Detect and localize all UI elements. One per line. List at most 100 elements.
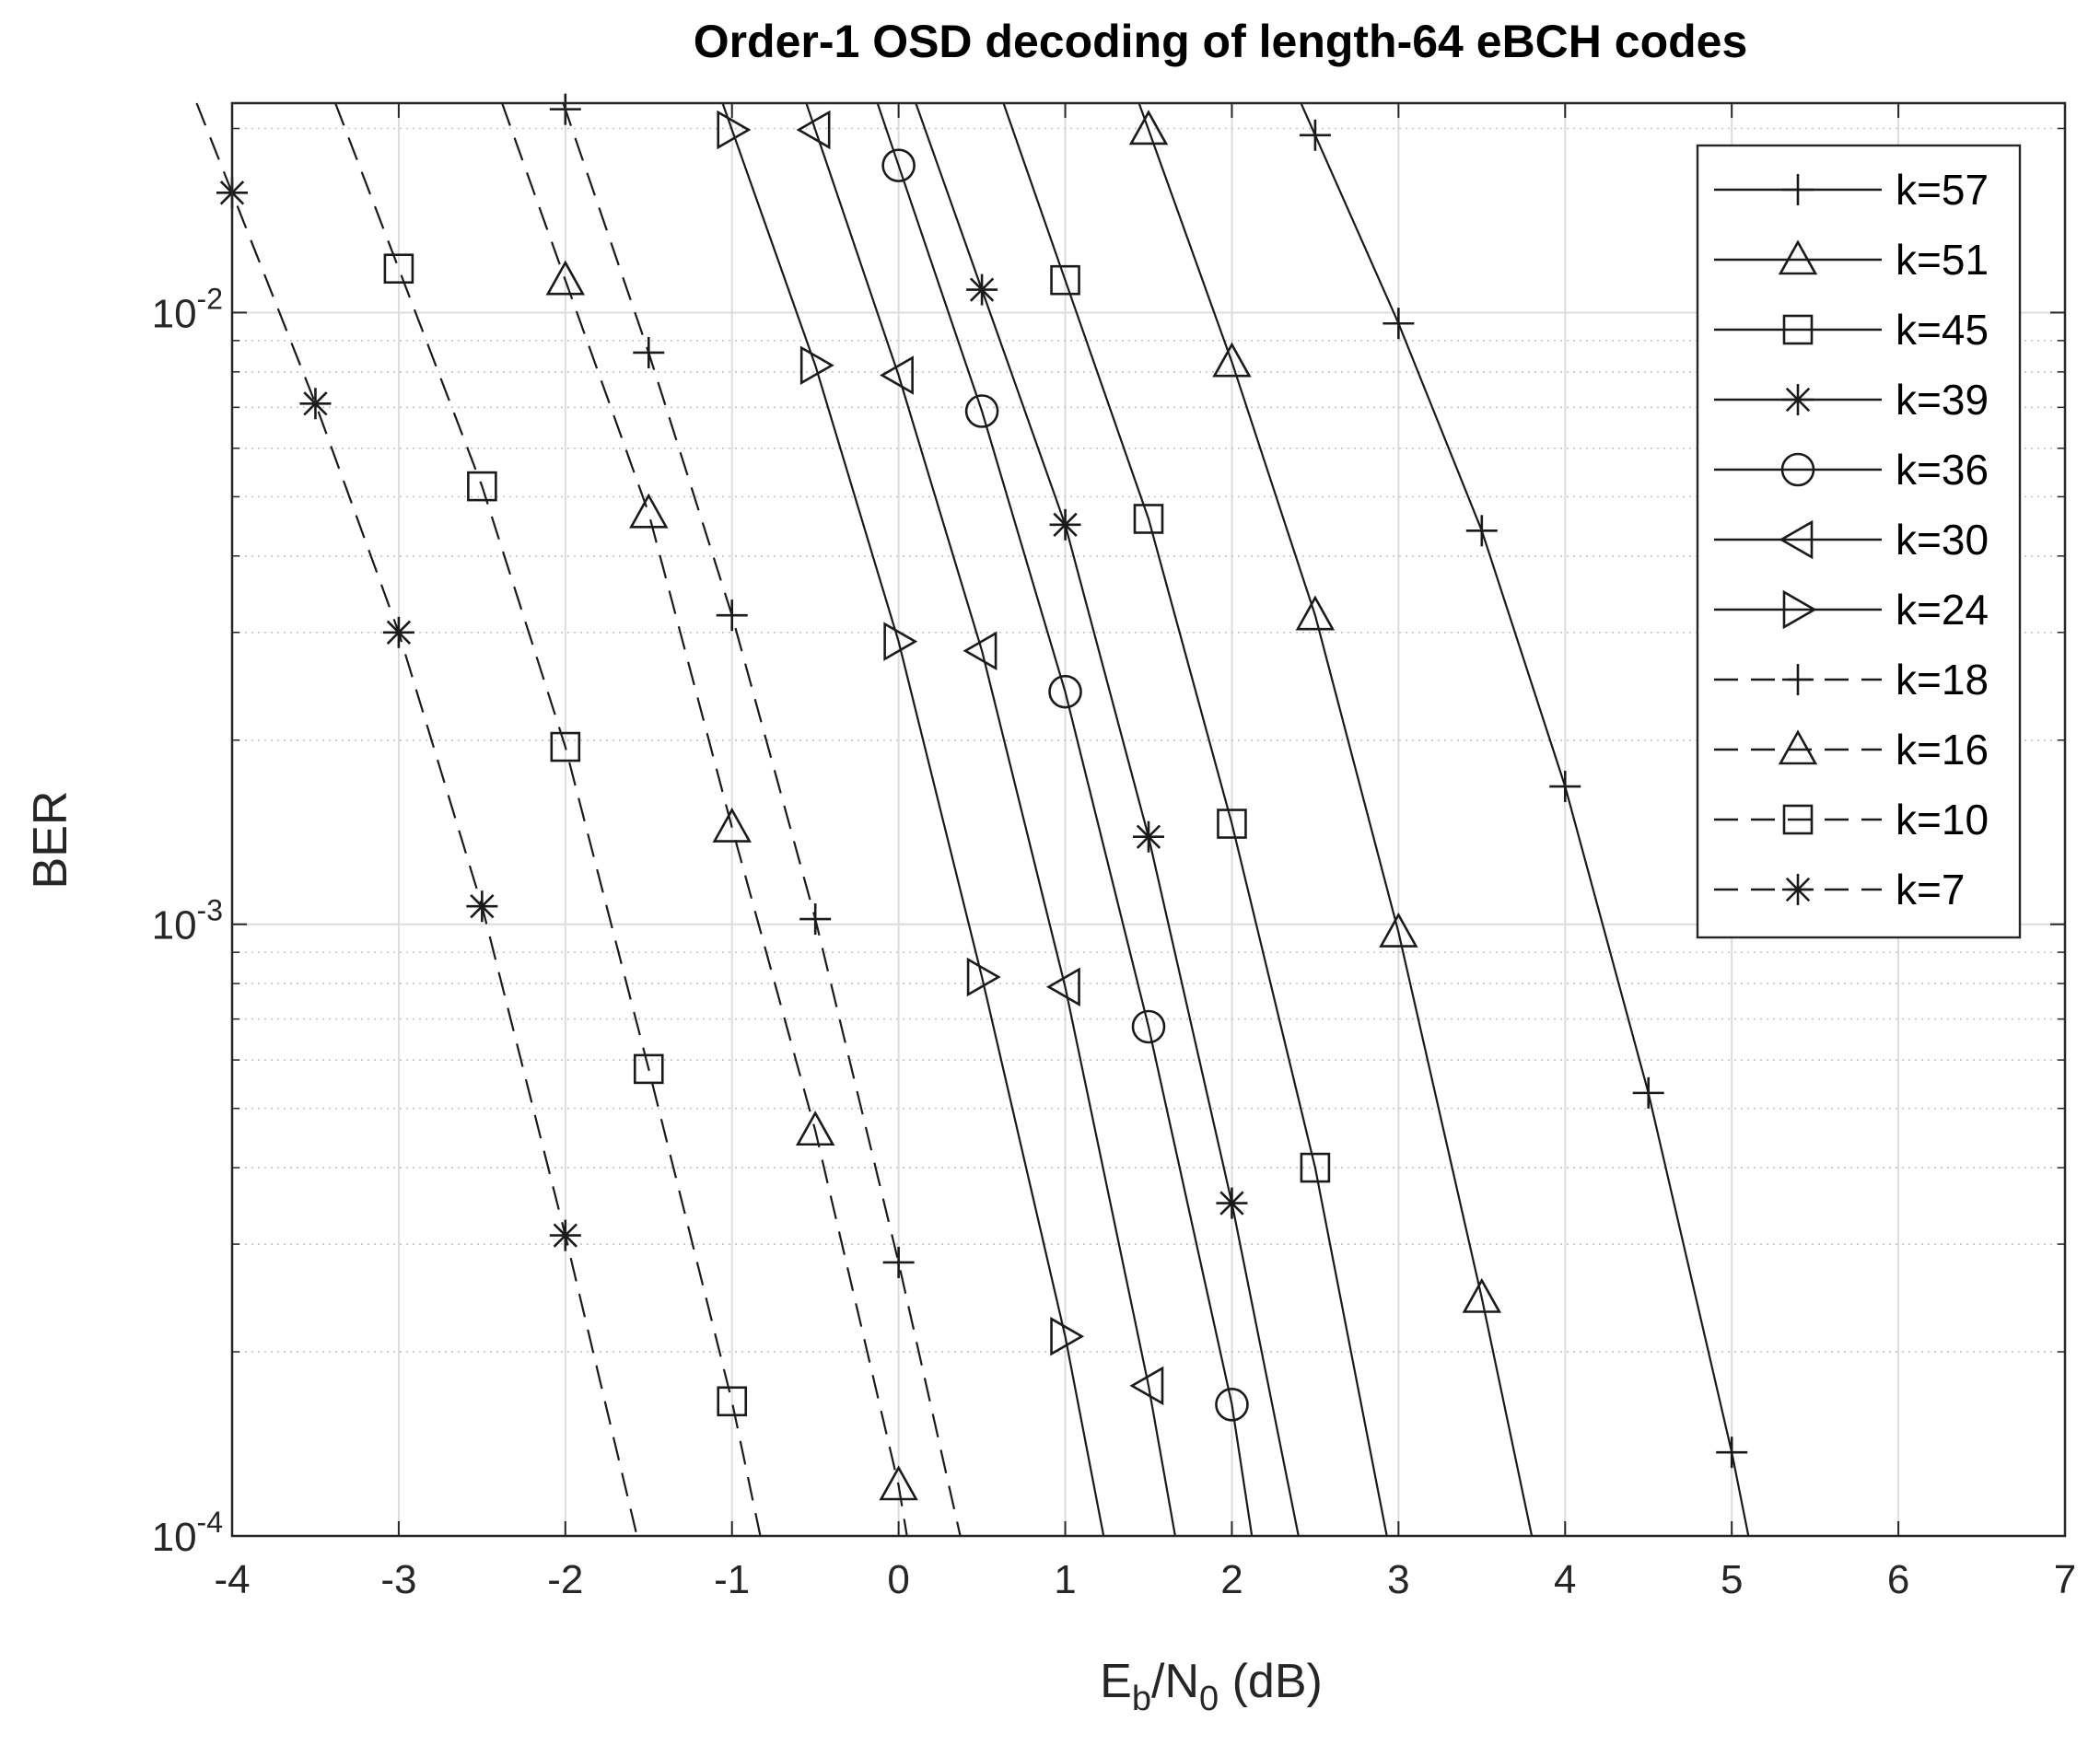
marker-stroke bbox=[1136, 824, 1161, 849]
square-marker bbox=[1050, 264, 1080, 296]
marker-shape bbox=[881, 148, 916, 182]
star-marker bbox=[1133, 820, 1164, 853]
y-axis-label: BER bbox=[24, 791, 77, 890]
x-tick-label: -1 bbox=[714, 1557, 750, 1602]
marker-shape bbox=[1133, 504, 1164, 534]
series-line bbox=[501, 102, 908, 1537]
axis-ticks: -4 -3 -2 -1 0 1 2 3 4 5 6 710-410-310-2 bbox=[152, 103, 2076, 1602]
x-axis-label-sub-0: 0 bbox=[1199, 1680, 1219, 1718]
circle-marker bbox=[964, 394, 999, 428]
marker-stroke bbox=[303, 391, 328, 416]
triangle-up-marker bbox=[1778, 729, 1818, 765]
legend-label: k=7 bbox=[1896, 866, 1965, 913]
marker-shape bbox=[1050, 1316, 1085, 1356]
legend-entry: k=57 bbox=[1714, 166, 1989, 214]
marker-stroke bbox=[1053, 512, 1078, 537]
marker-shape bbox=[1045, 967, 1080, 1006]
star-marker bbox=[549, 1219, 581, 1251]
plus-marker bbox=[799, 903, 832, 936]
x-axis-label-sub-b: b bbox=[1132, 1680, 1151, 1718]
triangle-right-marker bbox=[883, 622, 918, 661]
legend-label: k=30 bbox=[1896, 516, 1989, 564]
series-line bbox=[876, 102, 1254, 1537]
marker-stroke bbox=[1785, 877, 1811, 902]
marker-shape bbox=[717, 110, 752, 150]
y-tick-exponent: -4 bbox=[197, 1506, 223, 1539]
plus-marker bbox=[1382, 308, 1415, 340]
star-marker bbox=[382, 616, 414, 648]
legend-entry: k=7 bbox=[1714, 866, 1965, 913]
square-marker bbox=[717, 1386, 748, 1417]
triangle-left-marker bbox=[880, 355, 914, 395]
legend-entry: k=24 bbox=[1714, 586, 1989, 634]
triangle-up-marker bbox=[1778, 239, 1818, 275]
triangle-up-marker bbox=[1212, 342, 1252, 378]
legend-entry: k=39 bbox=[1714, 376, 1989, 424]
marker-shape bbox=[1778, 239, 1818, 275]
plus-marker bbox=[1632, 1076, 1664, 1109]
series-k=51 bbox=[1128, 102, 1534, 1537]
marker-shape bbox=[1215, 1387, 1249, 1422]
marker-shape bbox=[383, 253, 414, 285]
series-k=36 bbox=[876, 102, 1254, 1537]
star-marker bbox=[966, 273, 998, 306]
x-tick-label: -2 bbox=[547, 1557, 583, 1602]
square-marker bbox=[1300, 1152, 1331, 1183]
y-tick-exponent: -3 bbox=[197, 894, 223, 927]
circle-marker bbox=[1780, 452, 1815, 487]
marker-shape bbox=[1780, 452, 1815, 487]
legend-entry: k=45 bbox=[1714, 306, 1989, 354]
plus-marker bbox=[1465, 515, 1498, 547]
marker-stroke bbox=[1785, 387, 1811, 413]
triangle-right-marker bbox=[717, 110, 752, 150]
marker-shape bbox=[879, 1465, 918, 1501]
series-k=30 bbox=[796, 102, 1176, 1537]
square-marker bbox=[633, 1053, 664, 1085]
circle-marker bbox=[1048, 674, 1082, 709]
x-tick-label: 5 bbox=[1721, 1557, 1743, 1602]
legend-entry: k=51 bbox=[1714, 236, 1989, 284]
triangle-up-marker bbox=[1128, 110, 1169, 145]
legend-entry: k=36 bbox=[1714, 446, 1989, 494]
series-k=16 bbox=[501, 102, 918, 1537]
series-k=39 bbox=[915, 102, 1300, 1537]
legend-label: k=36 bbox=[1896, 446, 1989, 494]
series-k=10 bbox=[334, 102, 762, 1537]
marker-shape bbox=[966, 957, 1001, 997]
series-line bbox=[721, 102, 1105, 1537]
star-marker bbox=[1782, 384, 1814, 415]
y-tick-label: 10-4 bbox=[152, 1506, 223, 1560]
x-tick-label: 3 bbox=[1387, 1557, 1409, 1602]
triangle-left-marker bbox=[1779, 519, 1814, 560]
legend-entry: k=18 bbox=[1714, 656, 1989, 704]
y-tick-base: 10 bbox=[152, 903, 197, 948]
triangle-left-marker bbox=[796, 110, 831, 150]
triangle-up-marker bbox=[629, 493, 669, 529]
series-k=57 bbox=[1299, 102, 1750, 1537]
x-axis-label: Eb/N0 (dB) bbox=[1100, 1655, 1323, 1718]
marker-shape bbox=[796, 110, 831, 150]
x-tick-label: 2 bbox=[1220, 1557, 1242, 1602]
plus-marker bbox=[633, 336, 665, 368]
y-tick-label: 10-3 bbox=[152, 894, 223, 948]
marker-shape bbox=[964, 394, 999, 428]
y-tick-label: 10-2 bbox=[152, 282, 223, 336]
square-marker bbox=[383, 253, 414, 285]
x-tick-label: 0 bbox=[887, 1557, 909, 1602]
x-tick-label: 7 bbox=[2054, 1557, 2076, 1602]
triangle-up-marker bbox=[879, 1465, 918, 1501]
triangle-up-marker bbox=[1462, 1277, 1502, 1313]
circle-marker bbox=[1131, 1009, 1166, 1044]
series-line bbox=[1002, 102, 1388, 1537]
x-tick-label: 4 bbox=[1554, 1557, 1576, 1602]
x-axis-label-unit: (dB) bbox=[1219, 1655, 1323, 1708]
legend-entry: k=30 bbox=[1714, 516, 1989, 564]
series-line bbox=[334, 102, 762, 1537]
marker-stroke bbox=[386, 620, 412, 645]
plus-marker bbox=[1549, 771, 1581, 803]
square-marker bbox=[1217, 809, 1247, 839]
square-marker bbox=[1782, 314, 1814, 345]
marker-stroke bbox=[553, 1223, 578, 1248]
series-line bbox=[1138, 102, 1534, 1537]
